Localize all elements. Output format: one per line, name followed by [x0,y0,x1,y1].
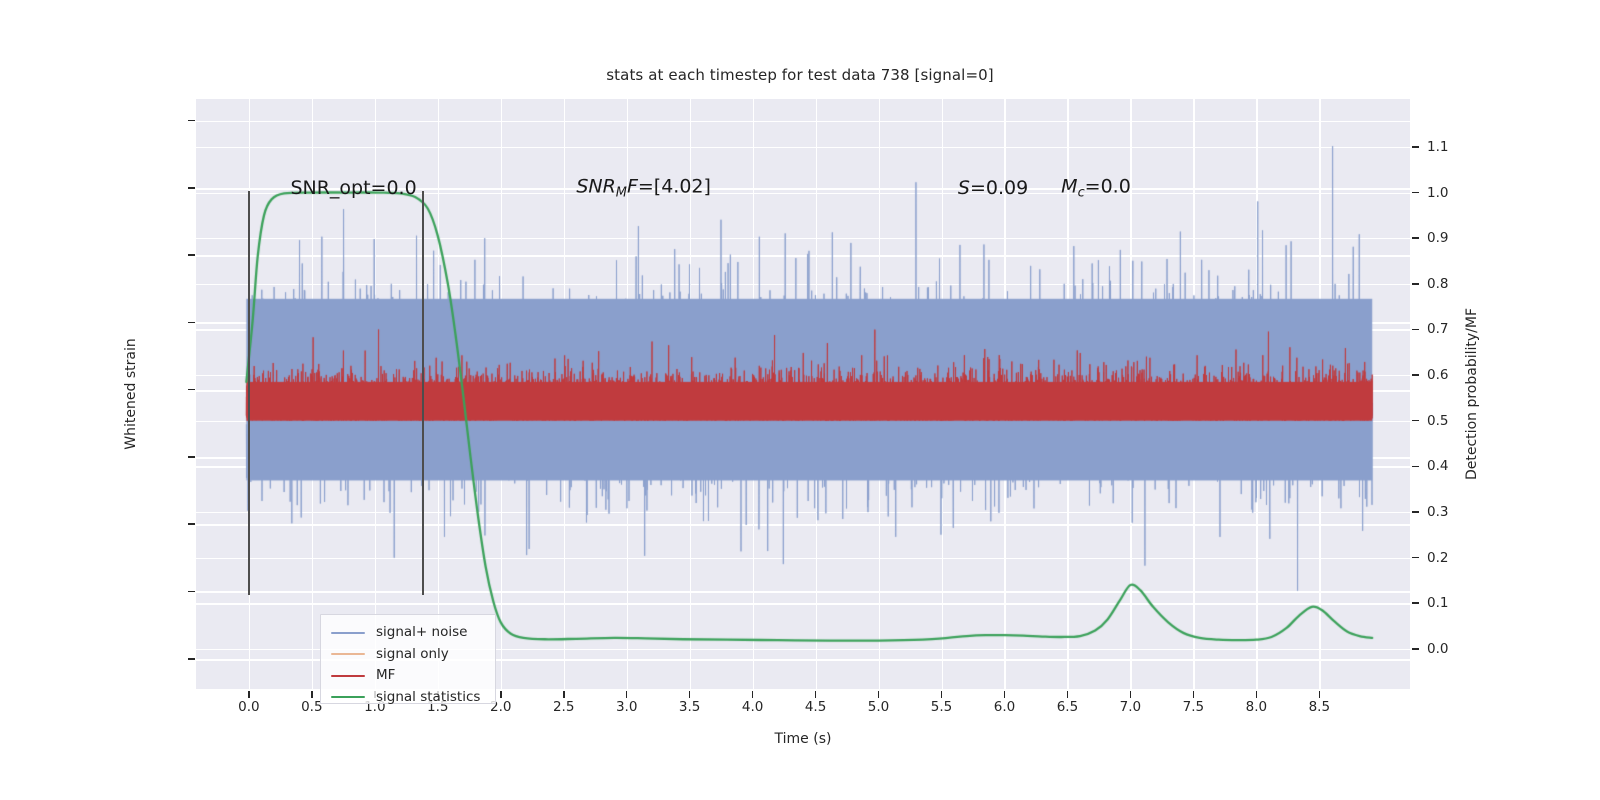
x-tick-label: 6.5 [1056,699,1079,715]
y-tick-label-right: 0.9 [1427,230,1449,247]
y-tick-mark-left [188,187,195,189]
y-tick-mark-right [1412,328,1419,331]
y-tick-mark-right [1412,146,1419,148]
annotation-snr-mf: SNRMF=[4.02] [576,175,711,201]
x-tick-mark [1003,691,1006,698]
x-tick-label: 2.5 [552,699,575,715]
y-tick-mark-right [1412,648,1419,650]
x-tick-mark [1318,691,1321,698]
annotation-s-stat: S=0.09 [957,176,1029,199]
y-tick-label-right: 0.0 [1427,640,1449,657]
annotation-snr-opt: SNR_opt=0.0 [290,176,417,199]
legend-item[interactable]: signal+ noise [331,622,485,644]
y-tick-mark-right [1412,419,1419,422]
y-tick-mark-right [1412,602,1419,604]
x-tick-mark [688,691,691,698]
x-tick-label: 3.0 [615,699,638,715]
y-tick-mark-right [1412,374,1419,376]
y-tick-label-right: 0.6 [1427,367,1449,384]
vertical-marker-line [421,191,424,596]
y-tick-mark-right [1412,465,1419,468]
x-tick-label: 0.5 [301,699,323,715]
legend-color-swatch [331,696,365,699]
y-tick-mark-left [188,321,195,324]
legend-color-swatch [331,674,365,677]
legend-item-label: MF [376,667,396,683]
y-tick-mark-right [1412,556,1419,559]
x-tick-mark [814,691,817,698]
x-tick-mark [1066,691,1069,698]
x-tick-mark [1255,691,1258,698]
x-tick-mark [625,691,628,698]
x-tick-label: 6.0 [993,699,1016,715]
legend-item-label: signal+ noise [376,624,468,640]
y-tick-label-right: 0.1 [1427,595,1449,612]
x-tick-label: 5.0 [867,699,890,715]
y-tick-label-right: 1.0 [1427,184,1449,201]
y-tick-mark-left [188,119,195,122]
y-tick-mark-right [1412,283,1419,285]
y-tick-label-right: 0.4 [1427,458,1449,475]
x-tick-mark [562,691,565,698]
y-tick-label-right: 0.3 [1427,503,1449,520]
x-tick-mark [311,691,313,698]
legend: signal+ noise signal only MF signal statist… [320,614,496,704]
x-tick-label: 0.0 [238,699,260,715]
y-tick-mark-left [188,657,195,660]
legend-item-label: signal only [376,645,449,662]
legend-color-swatch [331,653,365,656]
legend-item[interactable]: MF [331,665,485,687]
x-tick-label: 7.0 [1119,699,1142,715]
vertical-marker-line [247,191,250,596]
y-tick-mark-left [188,388,195,391]
x-tick-label: 5.5 [930,699,953,715]
x-tick-mark [1129,691,1132,698]
y-tick-label-right: 0.2 [1427,549,1449,566]
x-tick-label: 4.5 [804,699,827,715]
y-tick-label-right: 0.5 [1427,412,1449,429]
y-tick-mark-left [188,254,195,256]
x-tick-label: 4.0 [741,699,764,715]
x-tick-label: 8.5 [1308,699,1331,715]
x-tick-label: 3.5 [678,699,701,715]
y-tick-mark-left [188,456,195,458]
y-axis-left-label: Whitened strain [123,338,139,450]
y-tick-mark-right [1412,237,1419,239]
y-tick-mark-right [1412,511,1419,513]
plot-axes: SNR_opt=0.0 SNRMF=[4.02] S=0.09 Mc=0.0 [196,99,1410,689]
y-tick-label-right: 1.1 [1427,138,1449,155]
x-tick-label: 8.0 [1245,699,1268,715]
x-tick-mark [248,691,250,698]
annotation-mc: Mc=0.0 [1061,175,1131,201]
legend-item[interactable]: signal statistics [331,687,485,709]
x-tick-mark [940,691,943,698]
legend-item-label: signal statistics [376,688,481,705]
y-tick-mark-right [1412,191,1419,194]
y-tick-label-right: 0.8 [1427,275,1449,292]
signal-statistics-curve [196,99,1410,689]
legend-color-swatch [331,631,365,634]
x-tick-mark [1192,691,1195,698]
y-tick-label-right: 0.7 [1427,321,1449,338]
x-tick-mark [877,691,880,698]
legend-item[interactable]: signal only [331,644,485,666]
y-tick-mark-left [188,590,195,593]
x-tick-mark [751,691,754,698]
x-tick-mark [499,691,502,698]
x-axis-label: Time (s) [774,731,832,747]
y-tick-mark-left [188,523,195,525]
x-tick-label: 7.5 [1182,699,1205,715]
plot-title: stats at each timestep for test data 738… [606,66,994,84]
y-axis-right-label: Detection probability/MF [1464,307,1480,481]
